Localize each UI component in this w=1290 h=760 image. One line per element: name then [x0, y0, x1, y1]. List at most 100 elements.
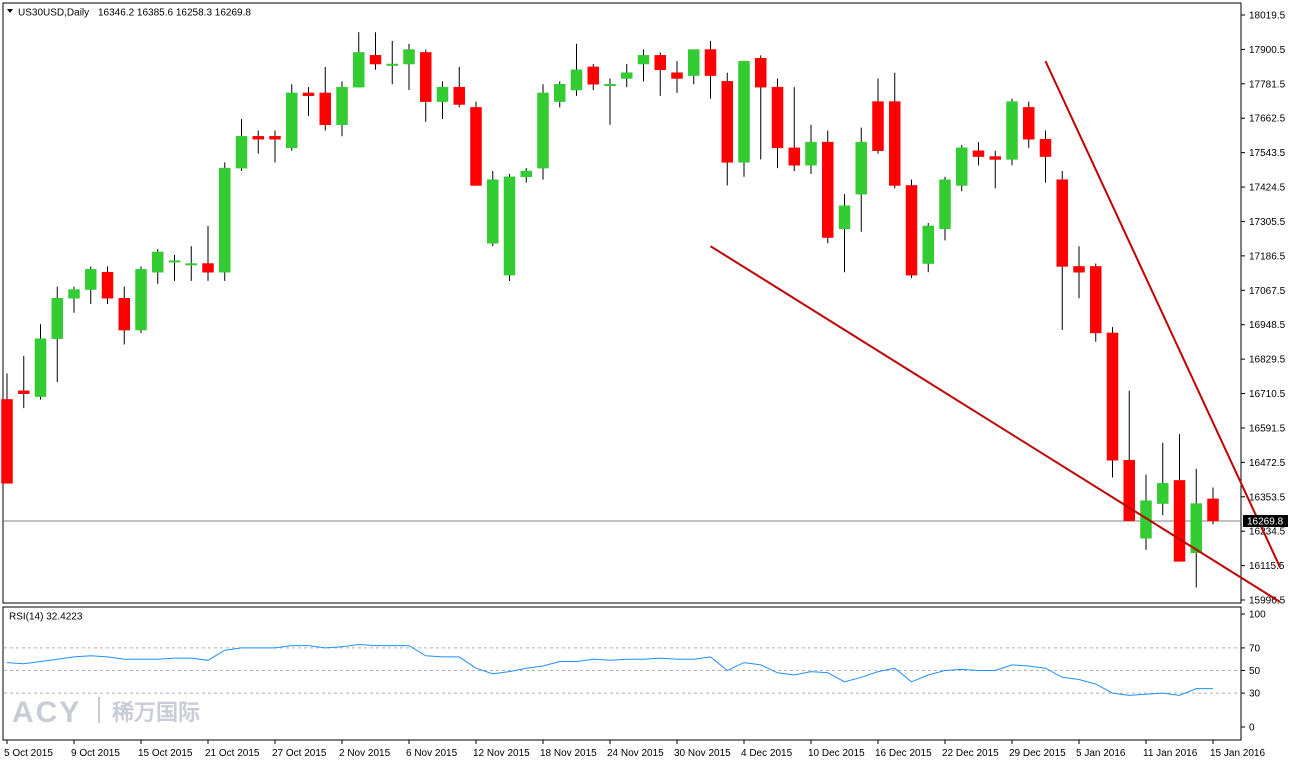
candle-bear	[252, 136, 264, 140]
price-tick-label: 16710.5	[1249, 389, 1286, 400]
rsi-levels: 100 70 50 30 0	[4, 610, 1266, 734]
candle-bear	[989, 156, 1001, 160]
candle-bear	[1, 399, 13, 484]
candle-bull	[570, 69, 583, 91]
current-price-label: 16269.8	[1247, 517, 1284, 528]
candle-bull	[436, 86, 449, 102]
candle-bear	[704, 49, 717, 76]
candle-bear	[1073, 266, 1085, 273]
price-tick-label: 16234.5	[1249, 527, 1286, 538]
price-tick-label: 16591.5	[1249, 423, 1286, 434]
candle-bear	[420, 52, 432, 102]
candle-bear	[101, 271, 114, 299]
candle-bull	[537, 92, 549, 169]
date-tick-label: 6 Nov 2015	[406, 748, 458, 759]
candle-bull	[85, 269, 97, 290]
trendline	[709, 245, 1281, 603]
price-tick-label: 16115.5	[1249, 561, 1285, 572]
candle-bear	[302, 92, 315, 97]
candle-bull	[386, 63, 398, 66]
candle-bear	[822, 141, 834, 238]
chart-ohlc: 16346.2 16385.6 16258.3 16269.8	[98, 8, 251, 19]
candle-bear	[1090, 266, 1102, 334]
candle-bull	[738, 60, 750, 163]
candle-bull	[168, 260, 181, 263]
candle-bull	[838, 205, 851, 230]
candle-bear	[319, 92, 331, 125]
rsi-tick-label: 50	[1249, 666, 1261, 677]
candle-bull	[688, 49, 700, 76]
candle-bull	[185, 263, 197, 266]
candle-bear	[654, 55, 666, 71]
candle-bear	[788, 147, 800, 166]
candle-bear	[1023, 107, 1035, 140]
price-tick-label: 17662.5	[1249, 114, 1286, 125]
candle-bear	[872, 101, 884, 152]
price-tick-label: 16829.5	[1249, 355, 1286, 366]
date-tick-label: 30 Nov 2015	[674, 748, 731, 759]
watermark: ACY 稀万国际	[12, 696, 200, 729]
candle-bull	[487, 179, 499, 244]
candle-bear	[1123, 459, 1135, 522]
price-panel	[2, 2, 1242, 604]
candle-bull	[922, 225, 934, 264]
current-price-badge	[1243, 515, 1288, 527]
candle-bull	[621, 72, 633, 79]
date-tick-label: 12 Nov 2015	[473, 748, 530, 759]
price-tick-label: 17543.5	[1249, 148, 1286, 159]
date-tick-label: 18 Nov 2015	[540, 748, 597, 759]
candle-bull	[403, 49, 415, 65]
price-tick-label: 16948.5	[1249, 320, 1286, 331]
chart-symbol: US30USD,Daily	[18, 8, 89, 19]
candle-bull	[135, 269, 147, 331]
candles	[1, 32, 1219, 588]
candle-bear	[1173, 480, 1186, 562]
candle-bear	[1106, 332, 1119, 461]
candle-bull	[1140, 500, 1152, 539]
date-tick-label: 10 Dec 2015	[808, 748, 865, 759]
candle-bull	[219, 167, 231, 273]
candle-bear	[1039, 138, 1052, 157]
price-tick-label: 16472.5	[1249, 458, 1286, 469]
price-tick-label: 18019.5	[1249, 11, 1286, 22]
candle-bull	[503, 176, 516, 276]
date-tick-label: 15 Oct 2015	[138, 748, 193, 759]
candle-bear	[118, 297, 130, 331]
candle-bear	[905, 185, 918, 276]
candle-bear	[369, 55, 382, 65]
rsi-series	[6, 643, 1213, 696]
rsi-tick-label: 30	[1249, 689, 1261, 700]
date-tick-label: 5 Jan 2016	[1076, 748, 1126, 759]
date-tick-label: 15 Jan 2016	[1210, 748, 1265, 759]
candle-bull	[637, 55, 650, 65]
candle-bull	[1006, 101, 1018, 160]
candle-bull	[353, 52, 365, 88]
price-tick-label: 17186.5	[1249, 251, 1286, 262]
candle-bull	[152, 251, 164, 273]
price-tick-label: 15996.5	[1249, 596, 1286, 607]
date-tick-label: 16 Dec 2015	[875, 748, 932, 759]
candle-bull	[554, 84, 566, 102]
candle-bear	[587, 66, 599, 85]
candle-bear	[202, 263, 214, 273]
candle-bear	[889, 101, 901, 186]
candle-bear	[1207, 498, 1219, 522]
candle-bear	[1056, 179, 1068, 267]
candle-bull	[51, 297, 63, 339]
candle-bull	[939, 179, 951, 230]
candle-bear	[453, 86, 465, 105]
candle-bull	[805, 141, 817, 166]
price-axis: 18019.5 17900.5 17781.5 17662.5 17543.5 17424…	[1241, 11, 1286, 607]
rsi-panel	[2, 606, 1242, 741]
candle-bear	[18, 390, 30, 394]
candle-bear	[470, 107, 482, 186]
rsi-tick-label: 0	[1249, 723, 1255, 734]
watermark-cjk: 稀万国际	[112, 700, 200, 726]
date-axis: 5 Oct 2015 9 Oct 2015 15 Oct 2015 21 Oct 20…	[4, 740, 1265, 759]
dropdown-arrow-icon[interactable]	[7, 9, 13, 13]
date-tick-label: 27 Oct 2015	[272, 748, 327, 759]
candle-bear	[755, 57, 767, 88]
trendlines	[709, 60, 1281, 603]
rsi-tick-label: 100	[1249, 610, 1266, 621]
